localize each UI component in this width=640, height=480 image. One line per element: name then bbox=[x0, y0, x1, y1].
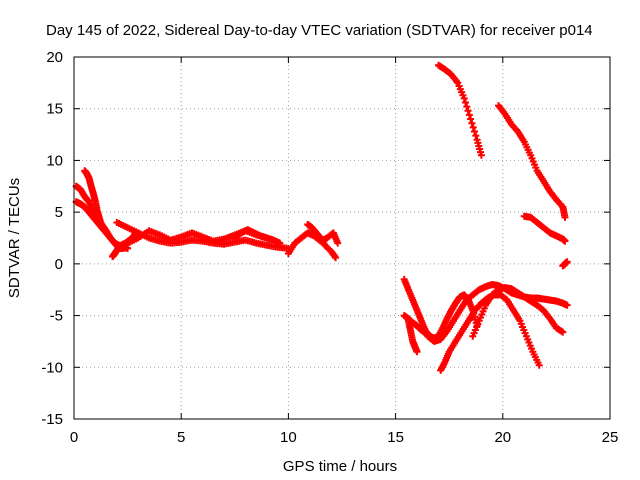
series-arc-17 bbox=[495, 102, 569, 221]
x-axis-label: GPS time / hours bbox=[283, 458, 397, 475]
y-tick-label: -5 bbox=[50, 308, 63, 325]
data-point bbox=[460, 94, 468, 102]
series-arc-7 bbox=[231, 226, 284, 247]
y-tick-label: 20 bbox=[46, 49, 63, 66]
x-tick-label: 15 bbox=[387, 429, 404, 446]
data-point bbox=[465, 111, 473, 119]
x-tick-label: 5 bbox=[177, 429, 185, 446]
data-point bbox=[463, 103, 471, 111]
y-tick-label: 5 bbox=[55, 204, 63, 221]
data-point bbox=[563, 258, 571, 266]
y-tick-label: -15 bbox=[41, 411, 63, 428]
data-point bbox=[469, 123, 477, 131]
data-point bbox=[98, 224, 106, 232]
series-arc-9 bbox=[304, 221, 340, 262]
series-arc-18 bbox=[520, 212, 569, 245]
data-point bbox=[334, 239, 342, 247]
series-arc-19 bbox=[559, 258, 571, 270]
data-point bbox=[535, 361, 543, 369]
x-tick-label: 20 bbox=[494, 429, 511, 446]
y-tick-label: 0 bbox=[55, 256, 63, 273]
series-arc-16 bbox=[434, 61, 485, 159]
axis-ticks: 0 5 10 15 20 25 -15 -10 -5 0 5 10 15 20 bbox=[41, 49, 618, 446]
data-point bbox=[563, 301, 571, 309]
y-axis-label: SDTVAR / TECUs bbox=[6, 178, 23, 298]
series-arc-3 bbox=[81, 167, 106, 232]
grid-lines bbox=[74, 57, 610, 419]
data-point bbox=[276, 239, 284, 247]
data-point bbox=[561, 237, 569, 245]
data-point bbox=[332, 254, 340, 262]
data-point bbox=[561, 213, 569, 221]
data-point bbox=[477, 151, 485, 159]
series-arc-12 bbox=[404, 317, 421, 356]
y-tick-label: -10 bbox=[41, 359, 63, 376]
data-point bbox=[472, 132, 480, 140]
data-point bbox=[470, 127, 478, 135]
x-tick-label: 10 bbox=[280, 429, 297, 446]
x-tick-label: 0 bbox=[70, 429, 78, 446]
data-point bbox=[413, 348, 421, 356]
y-tick-label: 15 bbox=[46, 101, 63, 118]
data-point bbox=[559, 328, 567, 336]
data-point bbox=[464, 107, 472, 115]
series-arc-15 bbox=[469, 284, 567, 340]
chart-title: Day 145 of 2022, Sidereal Day-to-day VTE… bbox=[46, 22, 593, 39]
data-point bbox=[461, 99, 469, 107]
data-point bbox=[468, 119, 476, 127]
y-tick-label: 10 bbox=[46, 152, 63, 169]
x-tick-label: 25 bbox=[602, 429, 619, 446]
plot-frame bbox=[73, 56, 611, 420]
data-point bbox=[467, 115, 475, 123]
data-points bbox=[72, 61, 571, 374]
